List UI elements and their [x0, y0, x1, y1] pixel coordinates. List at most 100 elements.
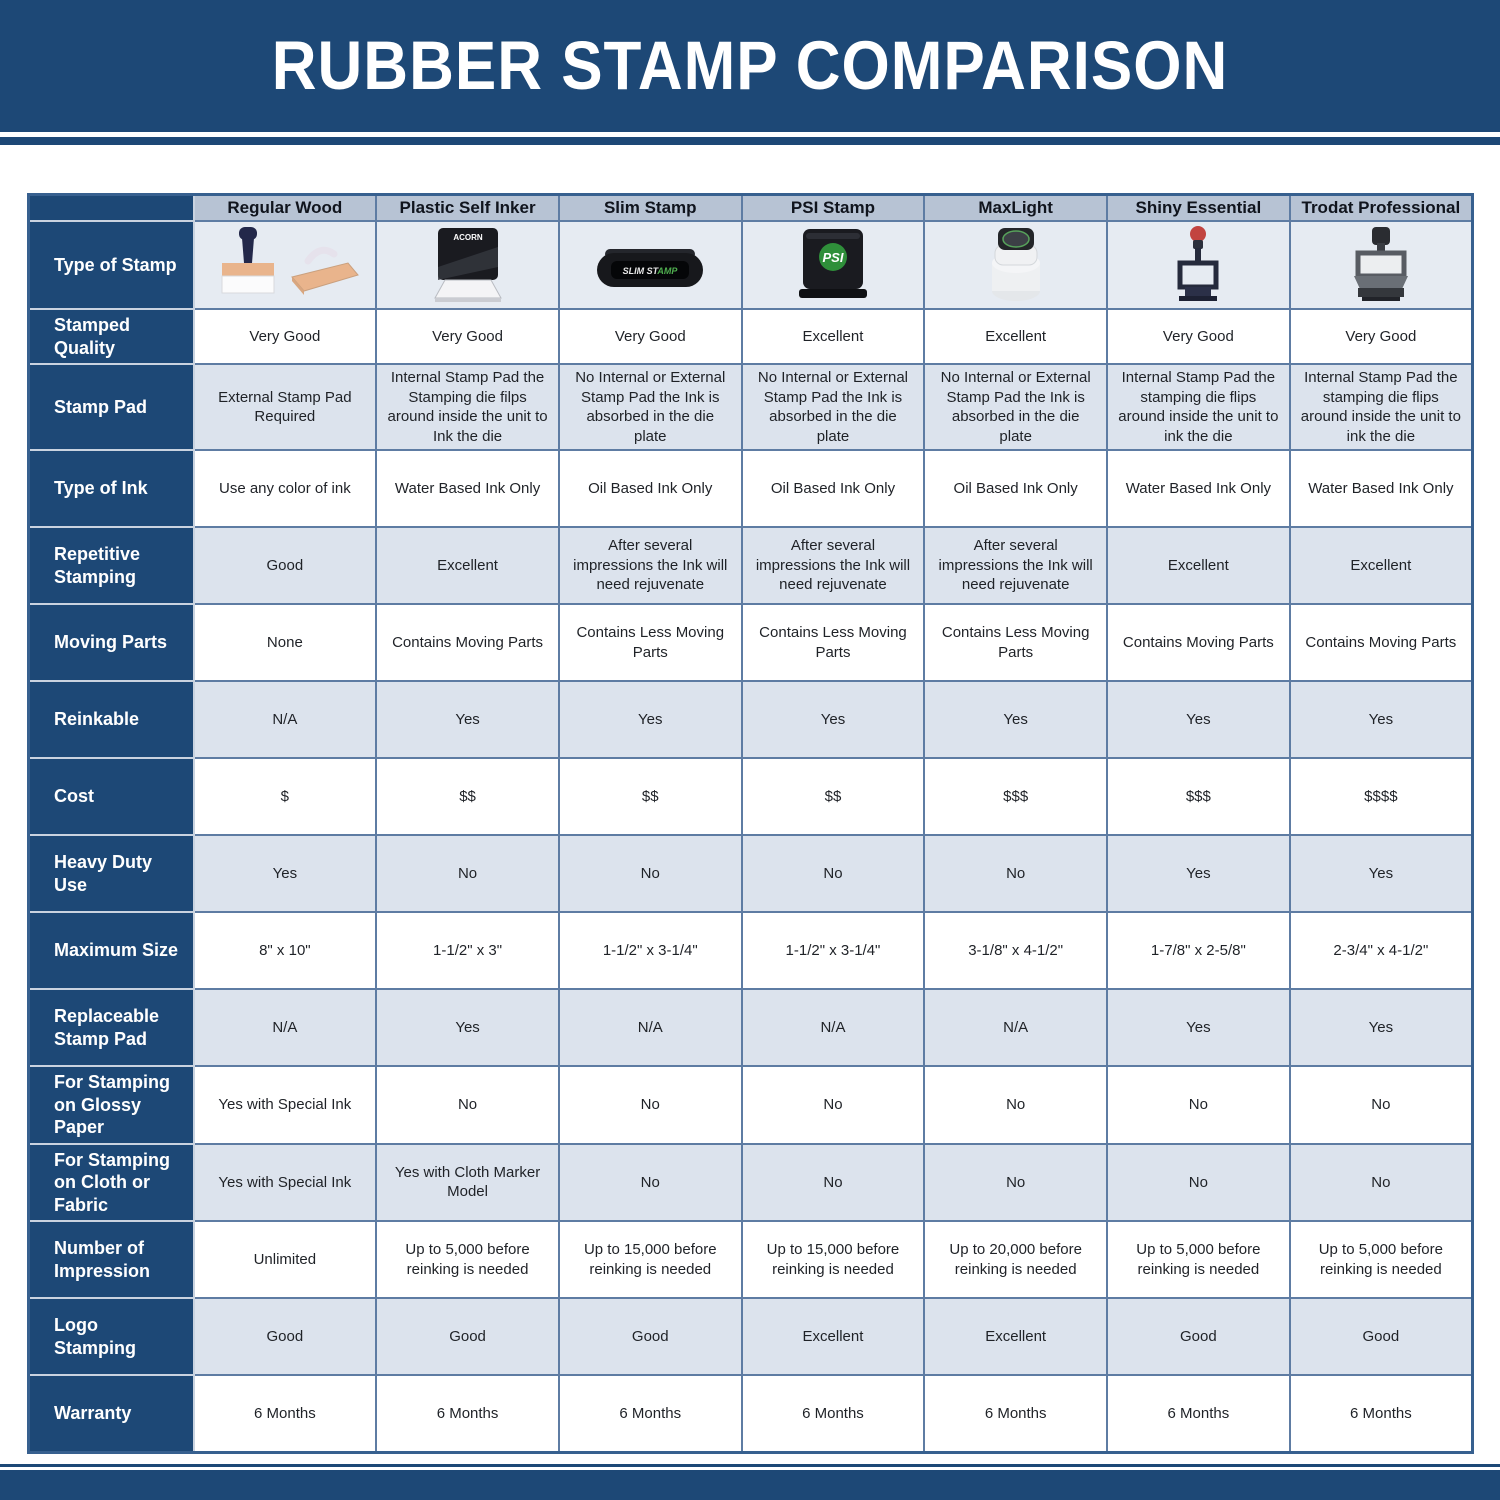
table-row-maximum-size: Maximum Size 8" x 10" 1-1/2" x 3" 1-1/2"… [27, 911, 1474, 990]
table-cell: Up to 5,000 before reinking is needed [375, 1220, 560, 1299]
table-cell: $$$ [1106, 757, 1291, 836]
table-cell: Water Based Ink Only [1106, 449, 1291, 528]
table-cell: No Internal or External Stamp Pad the In… [557, 363, 743, 451]
table-cell: No [1288, 1142, 1474, 1222]
table-cell: Yes with Cloth Marker Model [375, 1142, 560, 1222]
table-cell: Yes [192, 834, 378, 913]
table-cell: Oil Based Ink Only [923, 449, 1109, 528]
table-cell: No [740, 1065, 926, 1145]
table-cell: $ [192, 757, 378, 836]
table-cell: 6 Months [740, 1374, 926, 1453]
stamp-image-cell: PSI [740, 220, 926, 310]
table-row-type-of-ink: Type of Ink Use any color of ink Water B… [27, 449, 1474, 528]
table-cell: No [923, 1065, 1109, 1145]
table-cell: Yes [1106, 834, 1291, 913]
table-cell: None [192, 603, 378, 682]
table-cell: 1-1/2" x 3-1/4" [557, 911, 743, 990]
table-cell: Up to 15,000 before reinking is needed [557, 1220, 743, 1299]
table-cell: Contains Moving Parts [1288, 603, 1474, 682]
table-cell: Water Based Ink Only [375, 449, 560, 528]
row-label-stamp-pad: Stamp Pad [27, 363, 195, 451]
table-row-stamp-pad: Stamp Pad External Stamp Pad Required In… [27, 363, 1474, 451]
stamp-image-cell [923, 220, 1109, 310]
stamp-image-cell: SLIM STAMP [557, 220, 743, 310]
table-cell: N/A [192, 680, 378, 759]
table-cell: N/A [740, 988, 926, 1067]
table-cell: 2-3/4" x 4-1/2" [1288, 911, 1474, 990]
table-cell: No [1106, 1065, 1291, 1145]
table-cell: N/A [557, 988, 743, 1067]
regular-wood-stamp-image [221, 227, 359, 295]
row-label-repetitive-stamping: Repetitive Stamping [27, 526, 195, 605]
table-cell: Oil Based Ink Only [557, 449, 743, 528]
table-cell: Good [192, 526, 378, 605]
table-cell: Yes [740, 680, 926, 759]
row-label-moving-parts: Moving Parts [27, 603, 195, 682]
table-row-heavy-duty-use: Heavy Duty Use Yes No No No No Yes Yes [27, 834, 1474, 913]
corner-cell [27, 193, 195, 222]
stamp-image-cell [1288, 220, 1474, 310]
table-row-glossy-paper: For Stamping on Glossy Paper Yes with Sp… [27, 1065, 1474, 1145]
table-cell: Yes [375, 988, 560, 1067]
table-cell: $$ [375, 757, 560, 836]
row-label-type-of-stamp: Type of Stamp [27, 220, 195, 310]
table-cell: Up to 15,000 before reinking is needed [740, 1220, 926, 1299]
table-cell: Up to 5,000 before reinking is needed [1288, 1220, 1474, 1299]
table-cell: Very Good [1106, 308, 1291, 365]
table-cell: 6 Months [375, 1374, 560, 1453]
table-cell: Contains Less Moving Parts [557, 603, 743, 682]
table-row-repetitive-stamping: Repetitive Stamping Good Excellent After… [27, 526, 1474, 605]
column-header-psi-stamp: PSI Stamp [740, 193, 926, 222]
table-cell: Good [557, 1297, 743, 1376]
table-cell: Yes [1288, 834, 1474, 913]
table-cell: Yes [1288, 988, 1474, 1067]
table-cell: Very Good [557, 308, 743, 365]
table-cell: No [557, 834, 743, 913]
table-row-replaceable-stamp-pad: Replaceable Stamp Pad N/A Yes N/A N/A N/… [27, 988, 1474, 1067]
table-cell: No Internal or External Stamp Pad the In… [923, 363, 1109, 451]
table-cell: Excellent [375, 526, 560, 605]
trodat-professional-stamp-image [1353, 227, 1408, 301]
column-header-regular-wood: Regular Wood [192, 193, 378, 222]
table-cell: 6 Months [1106, 1374, 1291, 1453]
table-cell: Yes [1288, 680, 1474, 759]
table-cell: Good [192, 1297, 378, 1376]
table-cell: Yes [557, 680, 743, 759]
table-cell: No Internal or External Stamp Pad the In… [740, 363, 926, 451]
table-cell: 3-1/8" x 4-1/2" [923, 911, 1109, 990]
table-cell: 6 Months [1288, 1374, 1474, 1453]
table-cell: Excellent [1288, 526, 1474, 605]
table-row-cloth-or-fabric: For Stamping on Cloth or Fabric Yes with… [27, 1142, 1474, 1222]
table-cell: No [740, 834, 926, 913]
table-cell: Excellent [740, 1297, 926, 1376]
table-cell: Internal Stamp Pad the stamping die flip… [1106, 363, 1291, 451]
table-cell: Contains Moving Parts [1106, 603, 1291, 682]
table-row-stamped-quality: Stamped Quality Very Good Very Good Very… [27, 308, 1474, 365]
table-cell: No [375, 1065, 560, 1145]
table-cell: Excellent [740, 308, 926, 365]
table-cell: Yes [1106, 988, 1291, 1067]
table-cell: 1-1/2" x 3-1/4" [740, 911, 926, 990]
table-cell: Very Good [1288, 308, 1474, 365]
table-cell: Yes with Special Ink [192, 1065, 378, 1145]
table-cell: Excellent [1106, 526, 1291, 605]
column-header-trodat-professional: Trodat Professional [1288, 193, 1474, 222]
table-cell: Yes [923, 680, 1109, 759]
table-cell: $$ [557, 757, 743, 836]
row-label-heavy-duty-use: Heavy Duty Use [27, 834, 195, 913]
stamp-image-cell [192, 220, 378, 310]
table-cell: $$$$ [1288, 757, 1474, 836]
row-label-maximum-size: Maximum Size [27, 911, 195, 990]
svg-text:PSI: PSI [822, 250, 843, 265]
table-row-warranty: Warranty 6 Months 6 Months 6 Months 6 Mo… [27, 1374, 1474, 1453]
table-cell: After several impressions the Ink will n… [923, 526, 1109, 605]
table-row-cost: Cost $ $$ $$ $$ $$$ $$$ $$$$ [27, 757, 1474, 836]
column-header-plastic-self-inker: Plastic Self Inker [375, 193, 560, 222]
table-cell: 1-7/8" x 2-5/8" [1106, 911, 1291, 990]
table-cell: No [557, 1142, 743, 1222]
row-label-cloth-or-fabric: For Stamping on Cloth or Fabric [27, 1142, 195, 1222]
comparison-table: Regular Wood Plastic Self Inker Slim Sta… [27, 193, 1474, 1454]
table-cell: Yes [375, 680, 560, 759]
table-cell: N/A [923, 988, 1109, 1067]
column-header-shiny-essential: Shiny Essential [1106, 193, 1291, 222]
